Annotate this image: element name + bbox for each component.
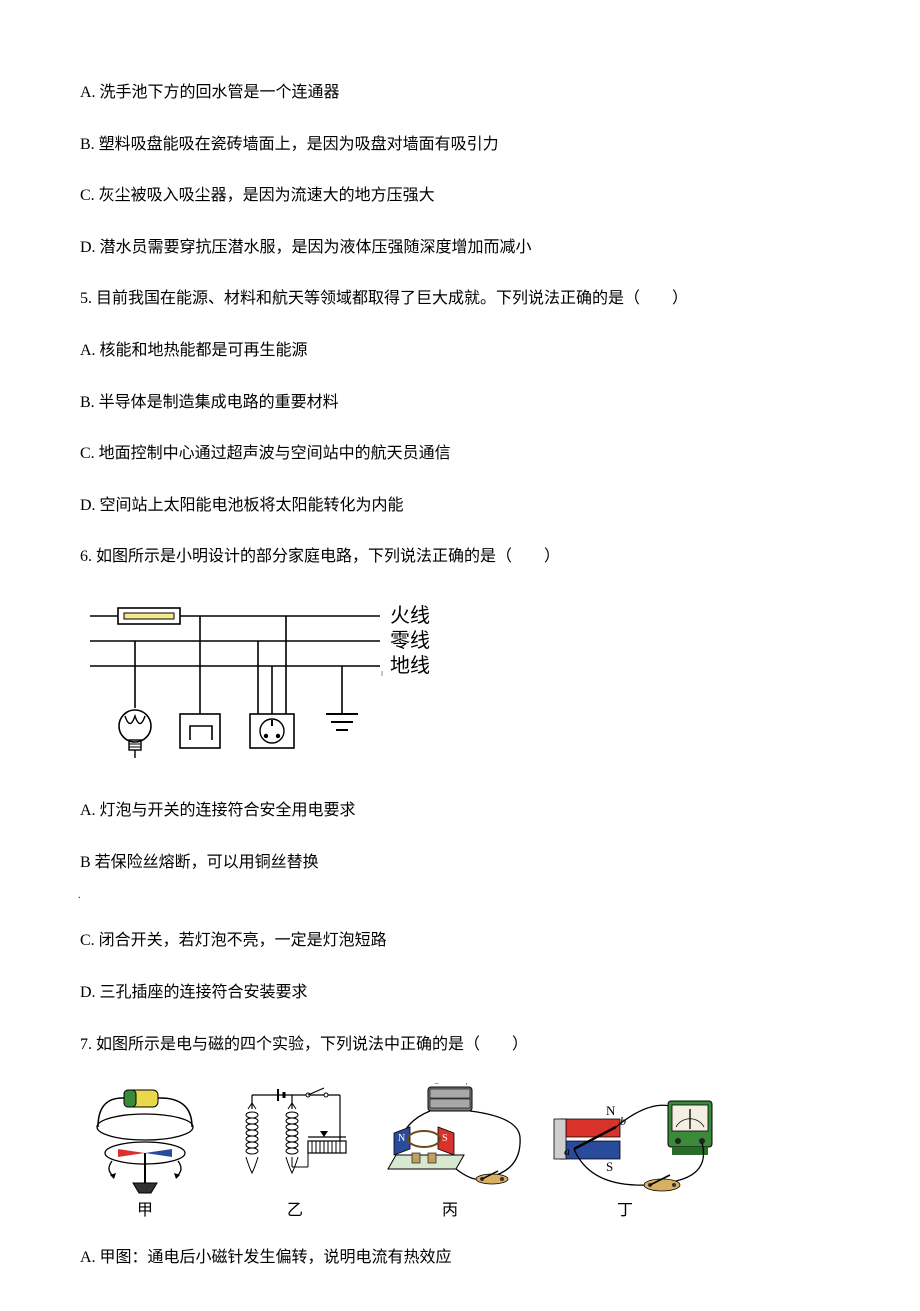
q5-option-a: A. 核能和地热能都是可再生能源 [80,338,840,364]
q6-option-c: C. 闭合开关，若灯泡不亮，一定是灯泡短路 [80,928,840,954]
q6-circuit-figure: 火线 零线 地线 [80,596,840,776]
exp-ding-icon: N S a b [554,1101,712,1191]
svg-text:零线: 零线 [390,629,430,652]
svg-text:−: − [434,1083,439,1088]
circuit-diagram-icon: 火线 零线 地线 [80,596,450,776]
q7-figure-row: 甲 [80,1083,840,1223]
q6-option-a: A. 灯泡与开关的连接符合安全用电要求 [80,798,840,824]
q5-option-b: B. 半导体是制造集成电路的重要材料 [80,390,840,416]
svg-text:火线: 火线 [390,604,430,627]
stray-dot-icon: . [78,890,81,901]
svg-text:丁: 丁 [617,1202,633,1219]
q4-option-c: C. 灰尘被吸入吸尘器，是因为流速大的地方压强大 [80,183,840,209]
q7-option-a: A. 甲图：通电后小磁针发生偏转，说明电流有热效应 [80,1245,840,1271]
svg-text:N: N [398,1133,405,1144]
q4-option-b: B. 塑料吸盘能吸在瓷砖墙面上，是因为吸盘对墙面有吸引力 [80,132,840,158]
q7-stem: 7. 如图所示是电与磁的四个实验，下列说法中正确的是（ ） [80,1032,840,1058]
exp-bing-icon: − + N S [388,1083,520,1184]
q6-option-b: B 若保险丝熔断，可以用铜丝替换. [80,850,840,903]
q5-option-d: D. 空间站上太阳能电池板将太阳能转化为内能 [80,493,840,519]
svg-text:乙: 乙 [287,1202,303,1219]
four-experiments-icon: 甲 [80,1083,730,1223]
q6-option-b-prefix: B [80,854,91,871]
svg-text:甲: 甲 [137,1202,153,1219]
svg-text:S: S [606,1159,613,1174]
exp-jia-icon [97,1090,193,1193]
q5-option-c: C. 地面控制中心通过超声波与空间站中的航天员通信 [80,441,840,467]
q5-stem: 5. 目前我国在能源、材料和航天等领域都取得了巨大成就。下列说法正确的是（ ） [80,286,840,312]
q6-option-b-text: 若保险丝熔断，可以用铜丝替换 [91,854,319,871]
q6-stem: 6. 如图所示是小明设计的部分家庭电路，下列说法正确的是（ ） [80,544,840,570]
svg-text:+: + [464,1083,469,1088]
q4-option-d: D. 潜水员需要穿抗压潜水服，是因为液体压强随深度增加而减小 [80,235,840,261]
svg-text:S: S [442,1133,448,1144]
svg-text:N: N [606,1103,616,1118]
q6-option-d: D. 三孔插座的连接符合安装要求 [80,980,840,1006]
exp-yi-icon [246,1088,346,1173]
q4-option-a: A. 洗手池下方的回水管是一个连通器 [80,80,840,106]
svg-text:丙: 丙 [442,1202,458,1219]
svg-text:a: a [564,1144,570,1158]
svg-text:地线: 地线 [390,654,430,677]
